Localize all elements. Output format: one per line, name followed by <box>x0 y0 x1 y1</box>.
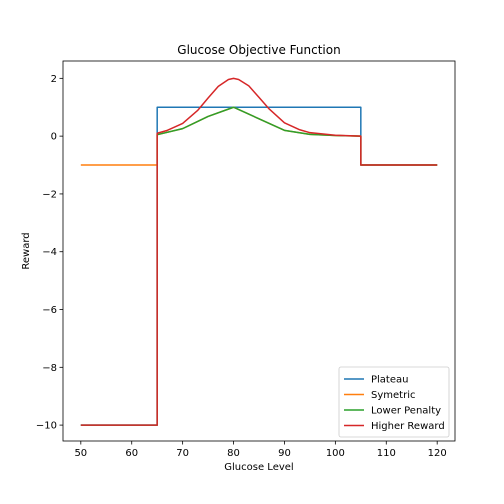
x-tick-label: 70 <box>176 448 189 459</box>
x-tick-label: 110 <box>377 448 396 459</box>
x-tick-label: 50 <box>74 448 87 459</box>
legend: Plateau Symetric Lower Penalty Higher Rewar… <box>338 366 450 438</box>
series-layer <box>80 77 438 426</box>
series-line-higher-reward <box>80 77 438 426</box>
legend-entry-label: Higher Reward <box>371 421 445 432</box>
y-axis: 2 0 −2 −4 −6 −8 −10 <box>36 74 63 432</box>
chart-title: Glucose Objective Function <box>177 43 340 57</box>
y-tick-label: 2 <box>51 74 57 85</box>
x-tick-label: 90 <box>278 448 291 459</box>
x-tick-label: 80 <box>227 448 240 459</box>
axes-frame <box>62 60 456 442</box>
x-tick-label: 120 <box>428 448 447 459</box>
y-tick-label: −8 <box>42 363 57 374</box>
x-axis-label: Glucose Level <box>224 462 293 473</box>
legend-entry-label: Lower Penalty <box>371 406 441 417</box>
legend-box <box>338 366 450 438</box>
y-tick-label: −10 <box>36 421 57 432</box>
y-axis-label: Reward <box>21 232 32 269</box>
x-tick-label: 60 <box>125 448 138 459</box>
y-tick-label: −6 <box>42 305 57 316</box>
legend-entry-label: Symetric <box>371 390 415 401</box>
y-tick-label: 0 <box>51 132 57 143</box>
y-tick-label: −2 <box>42 189 57 200</box>
x-axis: 50 60 70 80 90 100 110 120 <box>74 441 447 459</box>
legend-entry-label: Plateau <box>371 375 408 386</box>
y-tick-label: −4 <box>42 247 57 258</box>
x-tick-label: 100 <box>326 448 345 459</box>
